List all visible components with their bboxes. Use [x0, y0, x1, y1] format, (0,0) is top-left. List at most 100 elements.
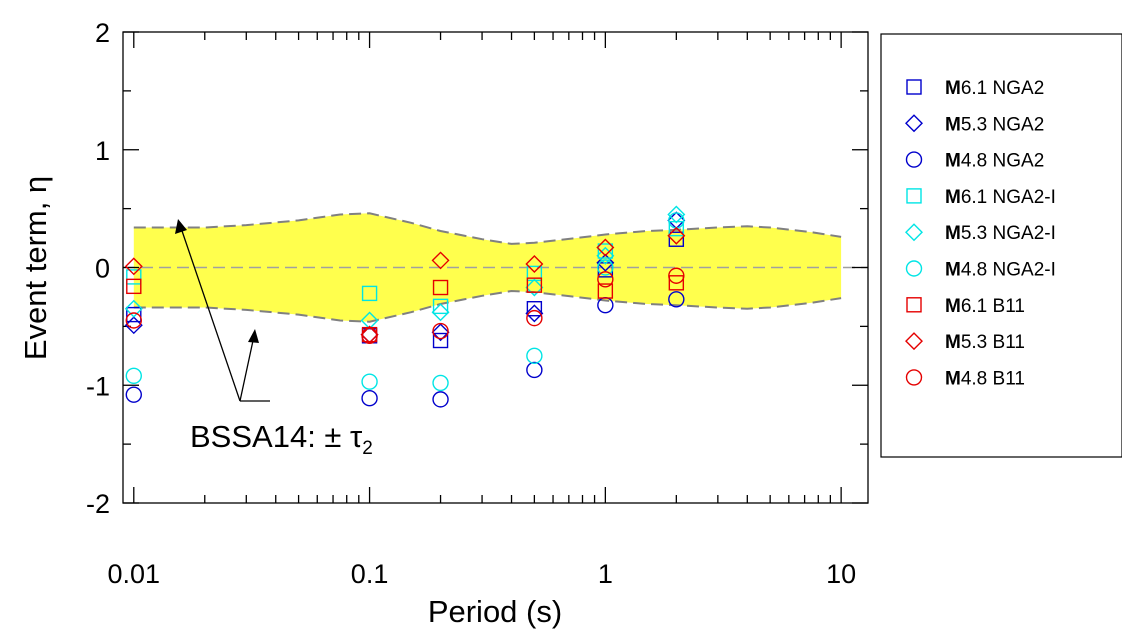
- data-point: [124, 316, 143, 335]
- data-point: [124, 299, 143, 318]
- data-point: [431, 303, 450, 322]
- tick-labels: 0.01 0.1 1 10 -2 -1 0 1 2: [86, 18, 856, 589]
- data-point: [432, 298, 449, 315]
- legend-marker: [905, 114, 923, 133]
- legend-label: M4.8 NGA2-I: [945, 260, 1056, 281]
- data-point: [432, 322, 449, 340]
- legend-label: M5.3 NGA2: [945, 114, 1044, 135]
- legend-label-text: 4.8 NGA2: [961, 151, 1044, 172]
- legend-label: M6.1 NGA2: [945, 78, 1044, 99]
- data-point: [597, 271, 614, 288]
- legend-label-bold: M: [945, 296, 961, 317]
- data-point: [668, 275, 685, 291]
- data-point: [432, 332, 449, 349]
- legend-label-text: 4.8 NGA2-I: [961, 260, 1056, 281]
- legend-marker: [906, 188, 922, 204]
- data-point: [361, 390, 378, 407]
- data-point: [668, 291, 685, 308]
- legend-marker: [905, 369, 923, 386]
- data-point: [526, 347, 543, 365]
- data-point: [668, 231, 685, 247]
- axis-ticks: [123, 31, 868, 504]
- data-point: [124, 257, 143, 276]
- band-annotation: BSSA14: ± τ2: [175, 219, 373, 459]
- data-point: [431, 251, 450, 270]
- legend-marker: [905, 151, 923, 168]
- legend-label: M5.3 B11: [945, 332, 1025, 353]
- data-point: [125, 367, 142, 385]
- legend-marker: [905, 332, 923, 351]
- legend-label: M4.8 NGA2: [945, 151, 1044, 172]
- legend-marker: [906, 79, 922, 95]
- data-point: [526, 301, 543, 317]
- legend-marker: [905, 260, 923, 277]
- band-label-subscript: 2: [362, 438, 373, 459]
- band-label: BSSA14: ± τ2: [190, 419, 373, 459]
- x-tick-label: 0.1: [351, 559, 389, 589]
- annotation-arrowhead-upper: [175, 219, 187, 234]
- legend-label-bold: M: [945, 368, 961, 389]
- legend-label: M4.8 B11: [945, 368, 1025, 389]
- legend-item: M5.3 NGA2: [905, 114, 1044, 135]
- data-point: [432, 279, 449, 296]
- y-tick-label: 1: [95, 136, 110, 166]
- legend-item: M5.3 B11: [905, 332, 1025, 353]
- x-axis-label: Period (s): [428, 594, 562, 629]
- data-point: [597, 243, 614, 259]
- data-point: [526, 277, 543, 293]
- legend-label-bold: M: [945, 187, 961, 208]
- legend-box: [880, 33, 1122, 458]
- data-point: [526, 361, 543, 379]
- annotation-arrow-upper: [179, 224, 241, 402]
- legend-item: M4.8 NGA2-I: [905, 260, 1056, 281]
- data-point: [667, 226, 686, 245]
- y-tick-label: -1: [86, 371, 110, 401]
- data-point: [126, 278, 142, 295]
- y-tick-label: 2: [95, 18, 110, 48]
- data-markers: [124, 205, 686, 408]
- legend-label-text: 6.1 NGA2-I: [961, 187, 1056, 208]
- legend-label-text: 5.3 NGA2: [961, 114, 1044, 135]
- legend-label-bold: M: [945, 151, 961, 172]
- legend-item: M4.8 NGA2: [905, 151, 1044, 172]
- legend-label-bold: M: [945, 114, 961, 135]
- legend-marker: [906, 297, 922, 313]
- legend-item: M6.1 NGA2-I: [906, 187, 1056, 208]
- data-point: [432, 391, 449, 408]
- x-tick-label: 1: [598, 559, 613, 589]
- legend-label-text: 6.1 NGA2: [961, 78, 1044, 99]
- data-point: [596, 238, 615, 257]
- x-tick-label: 0.01: [108, 559, 161, 589]
- data-point: [432, 374, 449, 392]
- data-point: [597, 259, 614, 276]
- data-point: [126, 269, 142, 285]
- legend-label-text: 5.3 B11: [961, 332, 1025, 353]
- data-point: [361, 373, 378, 390]
- legend-label-text: 6.1 B11: [961, 296, 1025, 317]
- legend-item: M4.8 B11: [905, 368, 1025, 389]
- data-point: [596, 253, 615, 272]
- data-point: [431, 323, 450, 342]
- tau-upper-line: [133, 212, 842, 245]
- annotation-arrow-lower: [239, 335, 255, 402]
- data-point: [525, 278, 544, 297]
- legend-label: M5.3 NGA2-I: [945, 223, 1056, 244]
- data-point: [596, 246, 615, 265]
- legend-label-bold: M: [945, 78, 961, 99]
- data-point: [361, 327, 378, 344]
- legend-label: M6.1 NGA2-I: [945, 187, 1056, 208]
- legend-label-bold: M: [945, 260, 961, 281]
- legend-item: M6.1 NGA2: [906, 78, 1044, 99]
- legend-label-bold: M: [945, 223, 961, 244]
- legend-item: M5.3 NGA2-I: [905, 223, 1056, 244]
- legend-label-text: 4.8 B11: [961, 368, 1025, 389]
- data-point: [125, 386, 142, 403]
- data-point: [126, 306, 142, 323]
- data-point: [597, 283, 614, 299]
- legend-label-text: 5.3 NGA2-I: [961, 223, 1056, 244]
- data-point: [525, 254, 544, 273]
- y-axis-label: Event term, η: [18, 176, 53, 360]
- data-point: [125, 312, 142, 329]
